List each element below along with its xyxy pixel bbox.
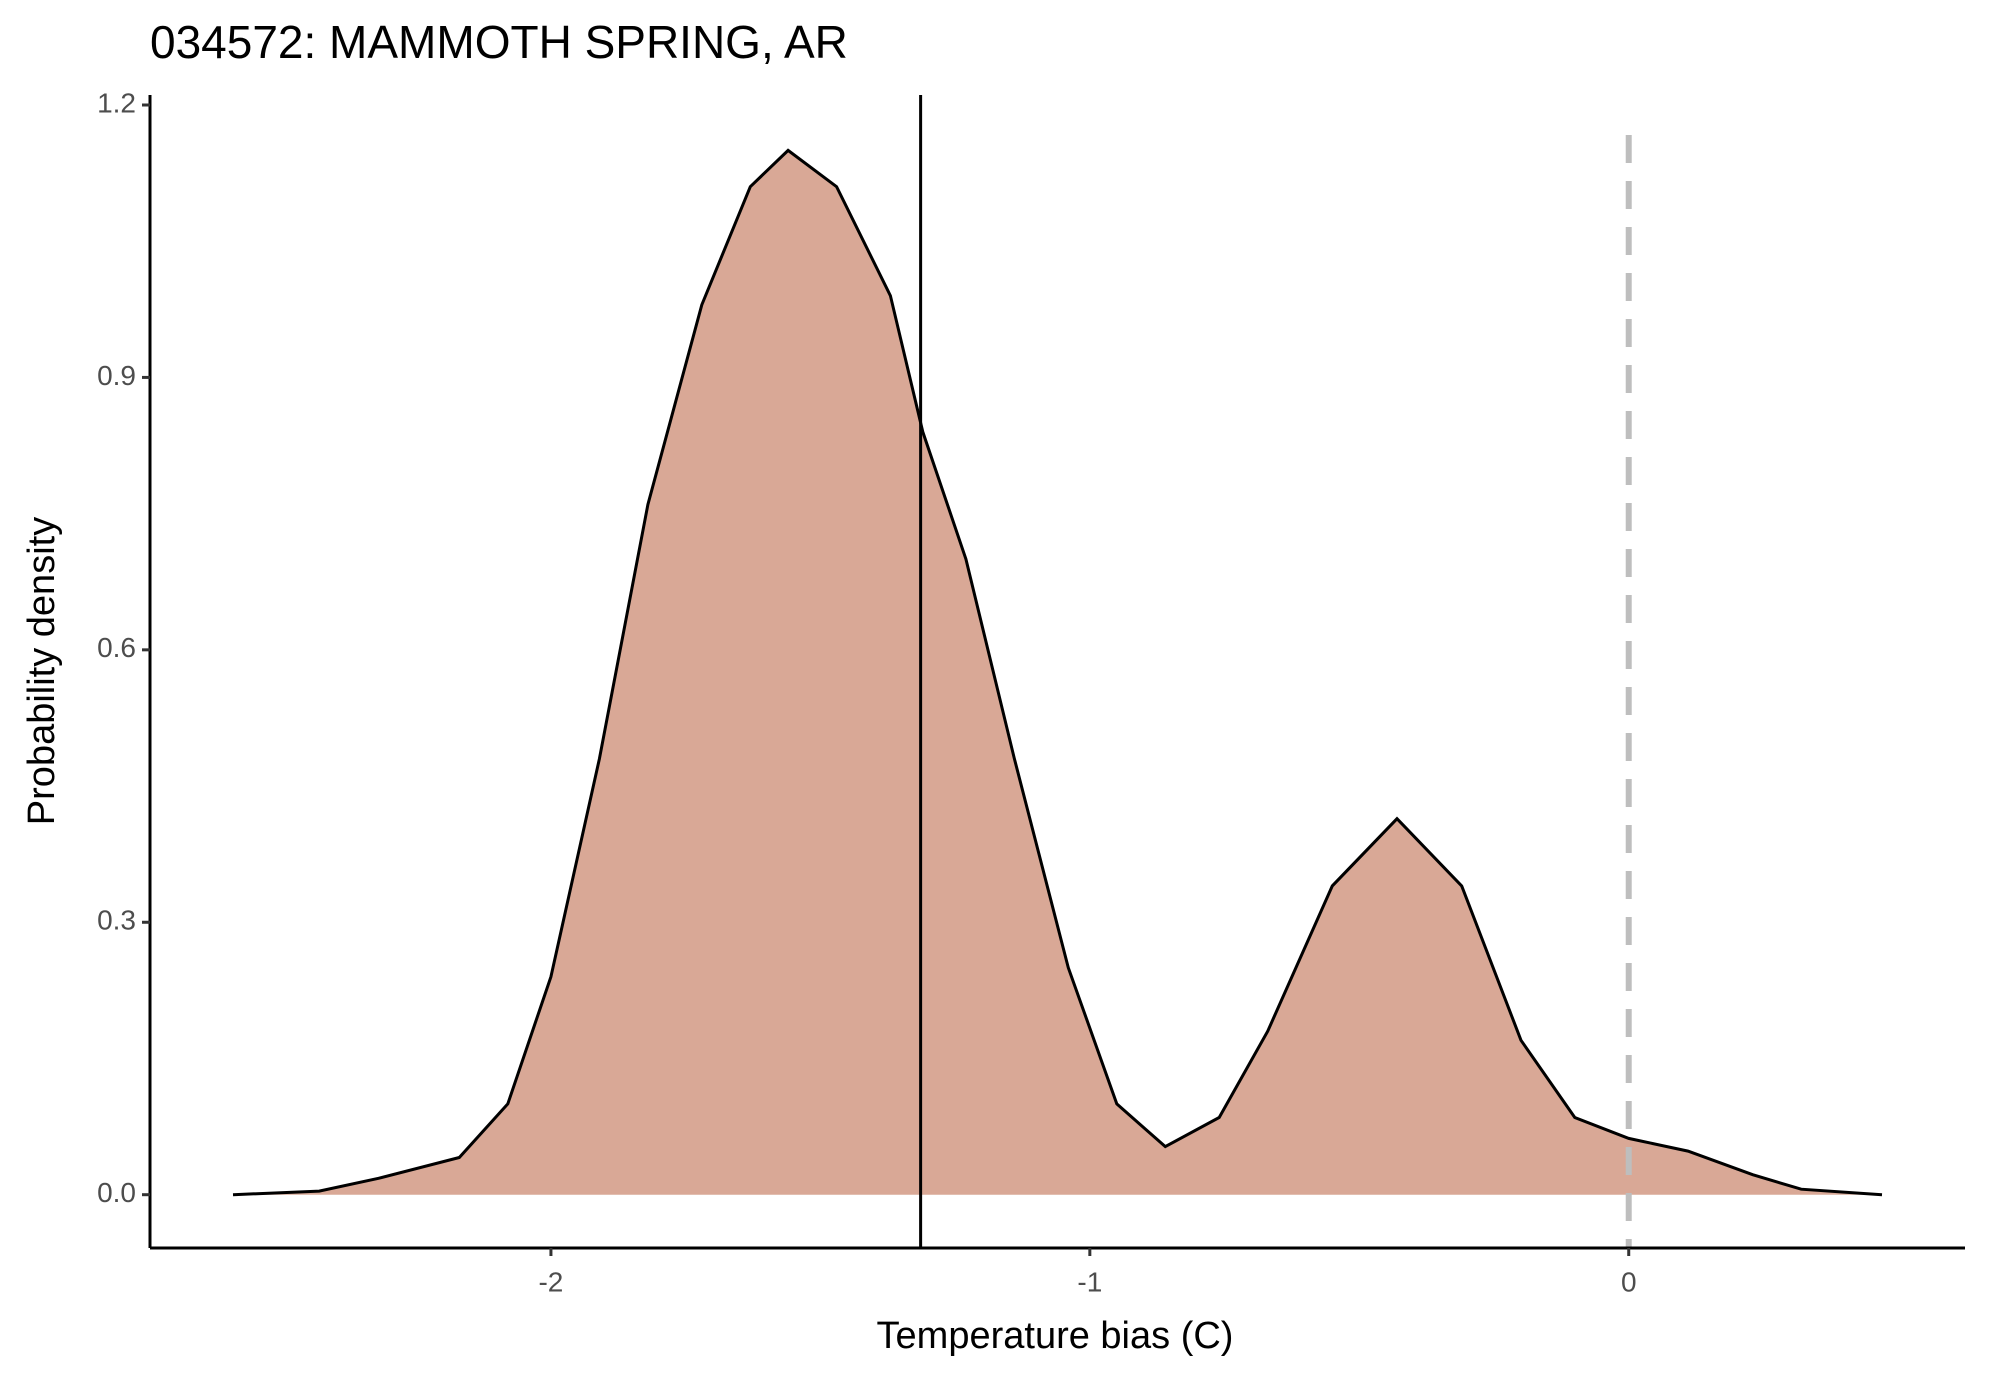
- density-line: [232, 148, 1883, 1197]
- y-tick-label: 0.9: [97, 360, 136, 391]
- x-axis-title: Temperature bias (C): [877, 1315, 1234, 1357]
- x-tick-label: -2: [538, 1266, 563, 1297]
- y-tick-label: 0.6: [97, 632, 136, 663]
- x-tick-label: 0: [1621, 1266, 1637, 1297]
- y-axis-title: Probability density: [21, 517, 63, 825]
- y-tick-label: 1.2: [97, 87, 136, 118]
- y-tick-label: 0.3: [97, 905, 136, 936]
- y-tick-label: 0.0: [97, 1177, 136, 1208]
- density-area: [233, 150, 1882, 1195]
- x-tick-label: -1: [1077, 1266, 1102, 1297]
- chart-title: 034572: MAMMOTH SPRING, AR: [150, 16, 848, 68]
